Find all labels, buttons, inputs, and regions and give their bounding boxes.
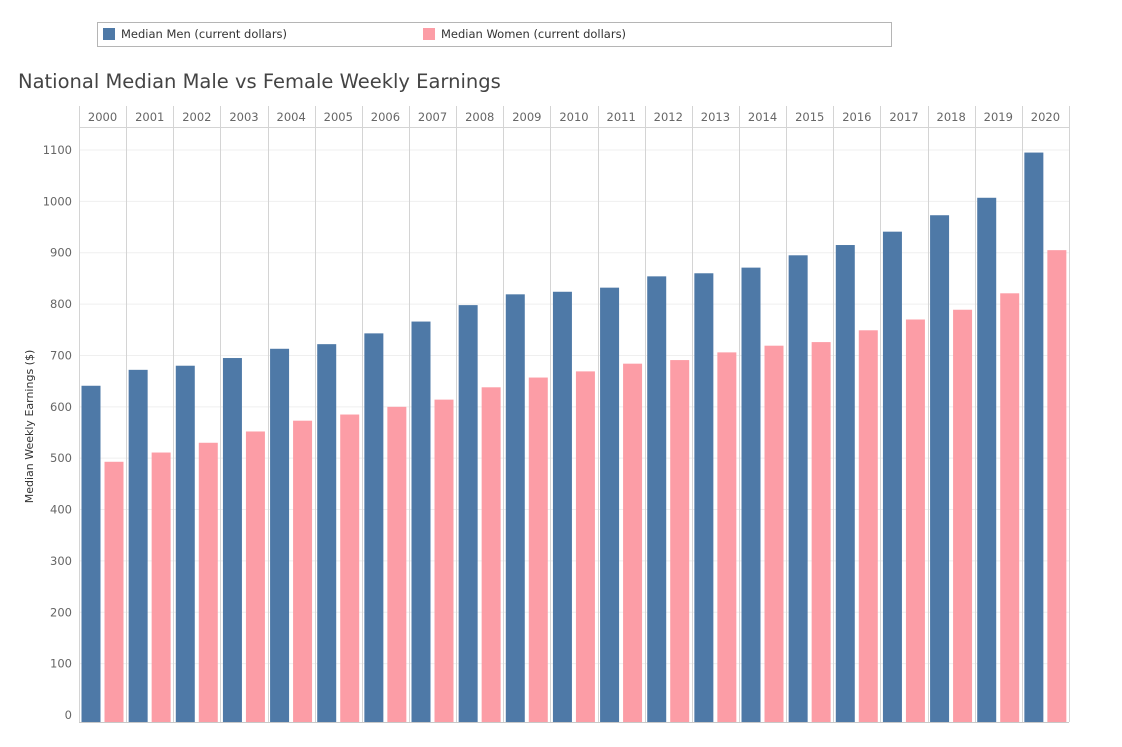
bar-women-2018 — [953, 309, 973, 722]
bar-men-2001 — [128, 369, 148, 722]
bar-men-2006 — [364, 333, 384, 722]
year-label: 2017 — [889, 110, 918, 124]
bar-men-2014 — [741, 267, 761, 722]
y-tick-label: 400 — [50, 503, 72, 517]
year-label: 2009 — [512, 110, 541, 124]
bar-men-2015 — [788, 255, 808, 722]
bar-women-2009 — [528, 377, 548, 722]
y-tick-label: 100 — [50, 657, 72, 671]
year-label: 2012 — [654, 110, 683, 124]
bar-men-2010 — [552, 291, 572, 722]
y-axis-title: Median Weekly Earnings ($) — [23, 350, 36, 504]
bar-women-2015 — [811, 342, 831, 722]
y-tick-label: 0 — [65, 708, 72, 722]
bar-women-2016 — [858, 330, 878, 722]
bar-women-2002 — [198, 442, 218, 722]
y-tick-label: 1100 — [43, 143, 72, 157]
bar-women-2003 — [245, 431, 265, 722]
bar-women-2013 — [717, 352, 737, 722]
year-label: 2000 — [88, 110, 117, 124]
legend-item-women[interactable]: Median Women (current dollars) — [423, 27, 626, 41]
chart-title: National Median Male vs Female Weekly Ea… — [18, 70, 501, 93]
y-tick-label: 900 — [50, 246, 72, 260]
bar-men-2008 — [458, 305, 478, 722]
year-label: 2015 — [795, 110, 824, 124]
year-label: 2020 — [1031, 110, 1060, 124]
year-label: 2003 — [229, 110, 258, 124]
bar-women-2007 — [434, 399, 454, 722]
bar-men-2005 — [317, 344, 337, 722]
y-tick-label: 300 — [50, 554, 72, 568]
bar-women-2010 — [575, 371, 595, 722]
y-tick-label: 800 — [50, 297, 72, 311]
year-label: 2010 — [559, 110, 588, 124]
bar-men-2013 — [694, 273, 714, 722]
legend-item-men[interactable]: Median Men (current dollars) — [103, 27, 287, 41]
bar-men-2009 — [505, 294, 525, 722]
year-label: 2001 — [135, 110, 164, 124]
legend-label-women: Median Women (current dollars) — [441, 27, 627, 41]
bar-women-2019 — [1000, 293, 1020, 722]
year-label: 2002 — [182, 110, 211, 124]
bar-men-2018 — [930, 215, 950, 722]
bar-women-2017 — [905, 319, 925, 722]
bar-men-2004 — [270, 348, 290, 722]
bar-men-2003 — [222, 358, 242, 722]
bar-women-2008 — [481, 387, 501, 722]
y-tick-label: 700 — [50, 348, 72, 362]
bar-men-2007 — [411, 321, 431, 722]
y-tick-label: 200 — [50, 605, 72, 619]
year-label: 2006 — [371, 110, 400, 124]
y-tick-label: 500 — [50, 451, 72, 465]
year-label: 2016 — [842, 110, 871, 124]
bar-women-2012 — [670, 360, 690, 722]
bar-men-2020 — [1024, 152, 1044, 722]
bar-women-2011 — [623, 363, 643, 722]
bar-men-2012 — [647, 276, 667, 722]
bar-women-2014 — [764, 345, 784, 722]
bar-men-2019 — [977, 197, 997, 722]
year-label: 2014 — [748, 110, 777, 124]
legend-label-men: Median Men (current dollars) — [121, 27, 288, 41]
year-label: 2004 — [277, 110, 306, 124]
year-label: 2019 — [984, 110, 1013, 124]
bar-women-2020 — [1047, 250, 1067, 722]
bar-women-2006 — [387, 406, 407, 722]
legend: Median Men (current dollars) Median Wome… — [97, 22, 892, 47]
y-tick-label: 600 — [50, 400, 72, 414]
bar-men-2016 — [835, 245, 855, 723]
bar-women-2004 — [293, 420, 313, 722]
bar-men-2011 — [600, 287, 620, 722]
year-label: 2005 — [324, 110, 353, 124]
bar-women-2001 — [151, 452, 171, 722]
year-label: 2018 — [937, 110, 966, 124]
bar-men-2002 — [175, 365, 195, 722]
bar-women-2005 — [340, 414, 360, 722]
bar-men-2017 — [882, 231, 902, 722]
legend-swatch-women — [423, 28, 435, 40]
bar-men-2000 — [81, 385, 101, 722]
y-tick-label: 1000 — [43, 194, 72, 208]
legend-swatch-men — [103, 28, 115, 40]
year-label: 2007 — [418, 110, 447, 124]
year-label: 2011 — [607, 110, 636, 124]
year-label: 2013 — [701, 110, 730, 124]
bar-women-2000 — [104, 461, 124, 722]
year-label: 2008 — [465, 110, 494, 124]
